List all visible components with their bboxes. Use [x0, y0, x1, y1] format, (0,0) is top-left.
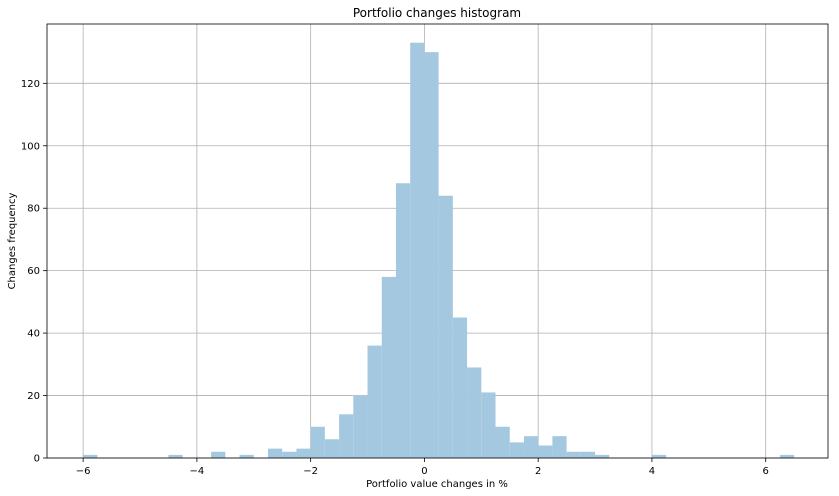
histogram-bar — [395, 183, 411, 458]
histogram-bar — [83, 454, 98, 458]
histogram-bar — [595, 454, 610, 458]
histogram-bar — [211, 451, 226, 458]
histogram-bar — [467, 367, 482, 458]
histogram-bar — [296, 448, 311, 458]
histogram-bar — [651, 454, 667, 458]
y-tick-label: 0 — [34, 454, 40, 465]
histogram-bar — [481, 392, 496, 458]
y-tick-label: 100 — [21, 141, 40, 152]
x-tick-label: 0 — [421, 466, 427, 477]
chart-title: Portfolio changes histogram — [353, 6, 521, 20]
histogram-bar — [324, 439, 340, 458]
histogram-bar — [410, 42, 425, 458]
histogram-bar — [424, 52, 439, 459]
x-tick-label: 6 — [763, 466, 769, 477]
histogram-bar — [353, 395, 368, 458]
x-tick-label: −2 — [303, 466, 318, 477]
x-tick-label: 2 — [535, 466, 541, 477]
histogram-bars — [83, 42, 795, 459]
histogram-bar — [509, 442, 524, 458]
y-tick-label: 20 — [27, 391, 40, 402]
histogram-bar — [381, 276, 396, 458]
histogram-bar — [779, 454, 795, 458]
histogram-bar — [523, 436, 539, 458]
y-axis-ticks: 0 20 40 60 80 100 120 — [21, 79, 47, 465]
x-axis-label: Portfolio value changes in % — [366, 479, 508, 490]
y-tick-label: 80 — [27, 204, 40, 215]
histogram-bar — [239, 454, 254, 458]
histogram-bar — [339, 414, 354, 458]
histogram-bar — [367, 345, 382, 458]
histogram-bar — [566, 451, 581, 458]
x-tick-label: −6 — [76, 466, 91, 477]
y-tick-label: 120 — [21, 79, 40, 90]
x-tick-label: 4 — [649, 466, 655, 477]
plot-frame — [46, 23, 829, 459]
y-axis-label: Changes frequency — [7, 193, 18, 290]
histogram-bar — [495, 426, 510, 458]
y-tick-label: 60 — [27, 266, 40, 277]
histogram-bar — [552, 436, 567, 458]
histogram-bar — [267, 448, 283, 458]
histogram-bar — [310, 426, 325, 458]
histogram-bar — [438, 195, 453, 458]
x-tick-label: −4 — [190, 466, 205, 477]
histogram-bar — [282, 451, 297, 458]
histogram-bar — [580, 451, 596, 458]
histogram-bar — [168, 454, 183, 458]
histogram-bar — [538, 445, 553, 458]
histogram-bar — [452, 317, 468, 458]
x-axis-ticks: −6 −4 −2 0 2 4 6 — [76, 458, 769, 477]
y-tick-label: 40 — [27, 329, 40, 340]
